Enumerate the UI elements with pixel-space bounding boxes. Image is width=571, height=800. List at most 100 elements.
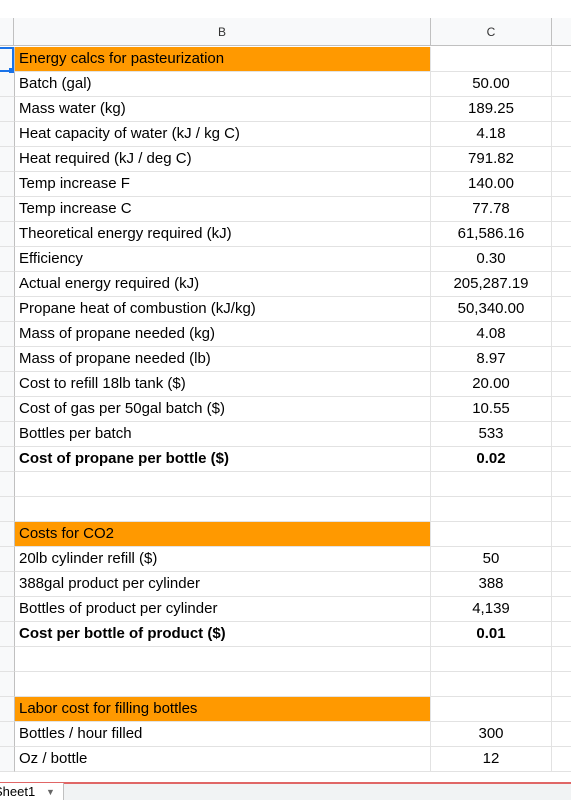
cell-value[interactable] [431, 497, 552, 522]
row-header[interactable] [0, 697, 15, 722]
cell-value[interactable]: 4.18 [431, 122, 552, 147]
cell-value[interactable] [431, 47, 552, 72]
cell-value[interactable]: 791.82 [431, 147, 552, 172]
row-header[interactable] [0, 597, 15, 622]
cell-empty[interactable] [552, 522, 571, 547]
cell-value[interactable] [431, 522, 552, 547]
cell-empty[interactable] [552, 372, 571, 397]
row-header[interactable] [0, 297, 15, 322]
cell-label[interactable] [15, 672, 431, 697]
cell-value[interactable]: 4,139 [431, 597, 552, 622]
cell-value[interactable]: 10.55 [431, 397, 552, 422]
row-header[interactable] [0, 747, 15, 772]
row-header[interactable] [0, 422, 15, 447]
cell-label[interactable]: Oz / bottle [15, 747, 431, 772]
cell-empty[interactable] [552, 697, 571, 722]
cell-label[interactable]: Heat required (kJ / deg C) [15, 147, 431, 172]
cell-label[interactable]: Labor cost for filling bottles [15, 697, 431, 722]
cell-value[interactable] [431, 672, 552, 697]
cell-empty[interactable] [552, 572, 571, 597]
cell-empty[interactable] [552, 672, 571, 697]
cell-value[interactable]: 0.02 [431, 447, 552, 472]
cell-value[interactable] [431, 472, 552, 497]
cell-label[interactable]: Heat capacity of water (kJ / kg C) [15, 122, 431, 147]
sheet-tab-sheet1[interactable]: Sheet1 ▼ [0, 783, 64, 800]
cell-value[interactable]: 12 [431, 747, 552, 772]
spreadsheet-grid[interactable]: Energy calcs for pasteurization Batch (ga… [0, 47, 571, 772]
cell-label[interactable]: Temp increase C [15, 197, 431, 222]
cell-label[interactable] [15, 497, 431, 522]
cell-label[interactable]: Costs for CO2 [15, 522, 431, 547]
cell-empty[interactable] [552, 647, 571, 672]
row-header[interactable] [0, 372, 15, 397]
cell-value[interactable]: 20.00 [431, 372, 552, 397]
cell-empty[interactable] [552, 297, 571, 322]
column-header-c[interactable]: C [431, 18, 552, 46]
cell-value[interactable] [431, 647, 552, 672]
row-header[interactable] [0, 522, 15, 547]
cell-empty[interactable] [552, 622, 571, 647]
row-header[interactable] [0, 722, 15, 747]
select-all-corner[interactable] [0, 18, 14, 46]
cell-value[interactable]: 50,340.00 [431, 297, 552, 322]
cell-label[interactable]: Bottles of product per cylinder [15, 597, 431, 622]
cell-empty[interactable] [552, 247, 571, 272]
cell-label[interactable]: Actual energy required (kJ) [15, 272, 431, 297]
cell-value[interactable]: 50 [431, 547, 552, 572]
row-header[interactable] [0, 222, 15, 247]
cell-value[interactable]: 4.08 [431, 322, 552, 347]
cell-empty[interactable] [552, 422, 571, 447]
cell-empty[interactable] [552, 97, 571, 122]
cell-empty[interactable] [552, 197, 571, 222]
cell-label[interactable]: Temp increase F [15, 172, 431, 197]
row-header[interactable] [0, 647, 15, 672]
row-header[interactable] [0, 672, 15, 697]
cell-empty[interactable] [552, 272, 571, 297]
cell-empty[interactable] [552, 147, 571, 172]
cell-value[interactable]: 140.00 [431, 172, 552, 197]
cell-label[interactable]: Cost to refill 18lb tank ($) [15, 372, 431, 397]
fill-handle[interactable] [9, 68, 14, 73]
cell-label[interactable]: Cost per bottle of product ($) [15, 622, 431, 647]
row-header[interactable] [0, 72, 15, 97]
row-header[interactable] [0, 347, 15, 372]
cell-label[interactable] [15, 647, 431, 672]
cell-empty[interactable] [552, 497, 571, 522]
cell-value[interactable]: 533 [431, 422, 552, 447]
cell-empty[interactable] [552, 222, 571, 247]
cell-value[interactable]: 388 [431, 572, 552, 597]
row-header[interactable] [0, 322, 15, 347]
cell-value[interactable]: 77.78 [431, 197, 552, 222]
cell-value[interactable]: 8.97 [431, 347, 552, 372]
cell-empty[interactable] [552, 547, 571, 572]
cell-empty[interactable] [552, 722, 571, 747]
cell-label[interactable]: Mass of propane needed (lb) [15, 347, 431, 372]
row-header[interactable] [0, 97, 15, 122]
cell-value[interactable]: 205,287.19 [431, 272, 552, 297]
cell-value[interactable]: 50.00 [431, 72, 552, 97]
cell-value[interactable]: 189.25 [431, 97, 552, 122]
row-header[interactable] [0, 397, 15, 422]
column-header-d[interactable] [552, 18, 571, 46]
cell-label[interactable]: Propane heat of combustion (kJ/kg) [15, 297, 431, 322]
cell-empty[interactable] [552, 172, 571, 197]
cell-value[interactable]: 300 [431, 722, 552, 747]
row-header[interactable] [0, 122, 15, 147]
cell-empty[interactable] [552, 747, 571, 772]
cell-empty[interactable] [552, 347, 571, 372]
cell-label[interactable]: Efficiency [15, 247, 431, 272]
cell-empty[interactable] [552, 397, 571, 422]
column-header-b[interactable]: B [14, 18, 431, 46]
row-header[interactable] [0, 547, 15, 572]
cell-value[interactable]: 0.30 [431, 247, 552, 272]
cell-label[interactable]: Batch (gal) [15, 72, 431, 97]
row-header[interactable] [0, 497, 15, 522]
cell-value[interactable] [431, 697, 552, 722]
row-header[interactable] [0, 622, 15, 647]
cell-empty[interactable] [552, 322, 571, 347]
cell-empty[interactable] [552, 472, 571, 497]
chevron-down-icon[interactable]: ▼ [46, 787, 55, 797]
row-header[interactable] [0, 447, 15, 472]
cell-label[interactable]: Bottles per batch [15, 422, 431, 447]
cell-empty[interactable] [552, 47, 571, 72]
